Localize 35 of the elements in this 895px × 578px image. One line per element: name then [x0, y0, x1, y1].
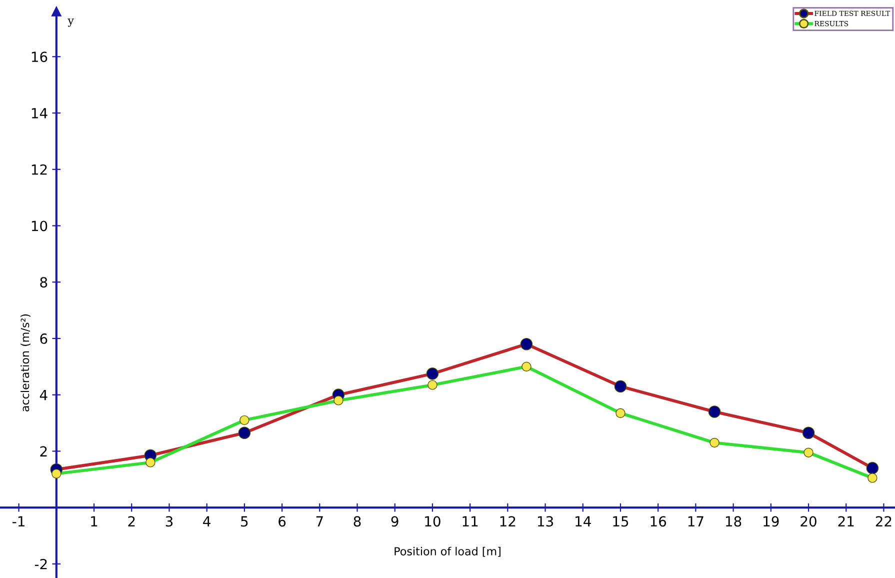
- x-tick-label: 22: [876, 516, 892, 526]
- x-tick-label: 14: [576, 516, 591, 526]
- y-axis-title: accleration (m/s²): [20, 314, 30, 412]
- x-tick-label: 7: [316, 516, 323, 526]
- x-tick-label: 9: [391, 516, 398, 527]
- y-tick-label: 12: [32, 164, 47, 175]
- x-tick-label: 8: [354, 516, 361, 527]
- x-tick-label: 3: [166, 516, 173, 527]
- y-tick-label: 16: [32, 52, 48, 62]
- annotation: y: [68, 18, 74, 27]
- x-tick-label: 6: [278, 516, 286, 527]
- y-tick-label: 2: [40, 446, 47, 456]
- y-tick-label: 10: [32, 220, 48, 232]
- x-axis-title: Position of load [m]: [394, 546, 500, 557]
- x-tick-label: -1: [12, 516, 24, 526]
- x-tick-label: 21: [838, 516, 854, 526]
- y-tick-label: 6: [40, 333, 48, 344]
- x-tick-label: 12: [500, 516, 516, 526]
- x-tick-label: 1: [91, 516, 98, 526]
- y-tick-label: -2: [34, 558, 47, 570]
- x-tick-label: 10: [425, 516, 440, 527]
- x-tick-label: 2: [128, 516, 135, 526]
- x-tick-label: 13: [538, 516, 553, 527]
- x-tick-label: 5: [241, 516, 248, 527]
- x-tick-label: 20: [800, 516, 816, 527]
- x-tick-label: 15: [613, 516, 628, 527]
- y-tick-label: 8: [40, 277, 48, 288]
- x-tick-label: 4: [203, 516, 210, 526]
- x-tick-label: 11: [462, 516, 478, 526]
- x-tick-label: 18: [726, 516, 742, 527]
- y-tick-label: 4: [40, 390, 48, 400]
- x-tick-label: 19: [764, 516, 779, 527]
- x-tick-label: 17: [688, 516, 704, 526]
- x-tick-label: 16: [650, 516, 666, 527]
- y-tick-label: 14: [32, 108, 48, 118]
